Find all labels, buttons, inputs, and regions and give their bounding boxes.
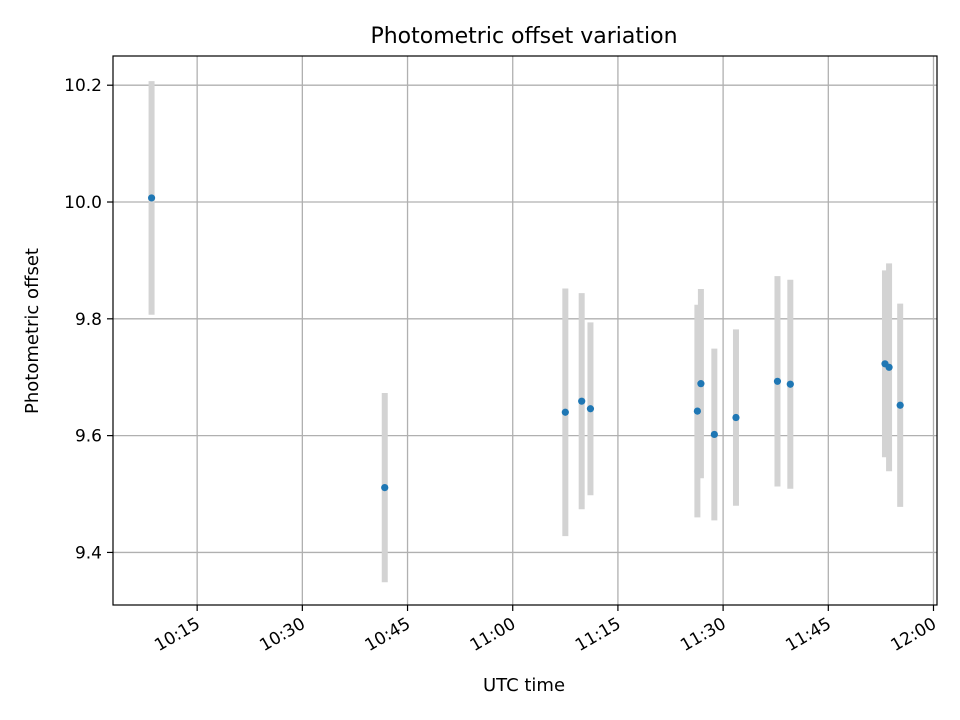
y-axis-ticks: 9.4 9.6 9.8 10.0 10.2 [64, 76, 113, 563]
data-point [381, 484, 389, 492]
data-point [885, 363, 893, 371]
y-tick-label: 9.6 [75, 427, 102, 447]
chart-title: Photometric offset variation [370, 24, 677, 49]
data-point [693, 407, 701, 415]
x-axis-label: UTC time [483, 675, 565, 696]
y-axis-label: Photometric offset [22, 248, 43, 414]
x-tick-label: 11:15 [572, 614, 624, 656]
x-axis-ticks: 10:15 10:30 10:45 11:00 11:15 11:30 11:45 12:00 [151, 605, 940, 656]
error-bars [148, 81, 904, 583]
y-tick-label: 9.4 [75, 543, 102, 563]
data-point [586, 405, 595, 413]
x-tick-label: 11:45 [782, 614, 834, 656]
data-point [561, 408, 569, 416]
data-point [147, 194, 156, 202]
data-point [578, 397, 586, 405]
data-point [697, 380, 705, 388]
data-points [147, 194, 904, 492]
y-tick-label: 10.2 [64, 76, 102, 96]
x-tick-label: 11:30 [677, 614, 729, 656]
x-tick-label: 10:30 [256, 614, 308, 656]
data-point [896, 401, 904, 409]
plot-frame [112, 55, 938, 606]
data-point [732, 413, 740, 422]
x-tick-label: 12:00 [888, 614, 940, 656]
data-point [710, 430, 718, 439]
y-tick-label: 10.0 [64, 193, 102, 213]
grid [113, 56, 937, 605]
y-tick-label: 9.8 [75, 310, 102, 330]
x-tick-label: 10:15 [151, 614, 203, 656]
data-point [786, 380, 794, 388]
data-point [773, 377, 782, 385]
x-tick-label: 10:45 [362, 614, 414, 656]
x-tick-label: 11:00 [467, 614, 519, 656]
